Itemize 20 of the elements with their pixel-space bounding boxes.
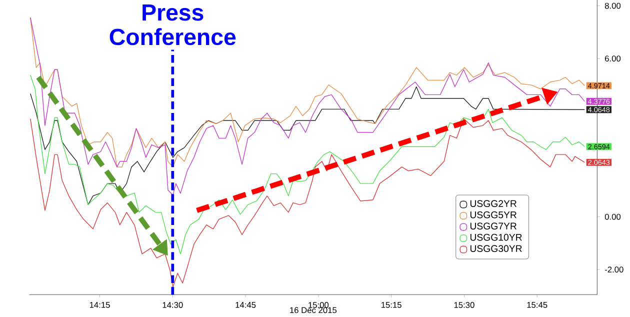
legend-label: USGG5YR: [470, 211, 516, 218]
line-series: [30, 86, 585, 206]
legend-label: USGG7YR: [470, 222, 516, 230]
x-tick-label: 14:15: [90, 302, 110, 308]
x-tick-label: 14:30: [162, 302, 183, 308]
legend-label: USGG2YR: [470, 200, 516, 208]
legend-label: USGG10YR: [470, 234, 522, 241]
x-axis-title: 16 Dec 2015: [290, 307, 337, 314]
x-tick-label: 15:30: [454, 302, 474, 308]
legend-label: USGG30YR: [470, 245, 522, 252]
x-tick-label: 15:00: [308, 302, 329, 308]
x-tick-label: 14:45: [236, 302, 256, 308]
y-tick-label: -2.00: [604, 266, 624, 273]
y-tick-label: 8.00: [604, 2, 621, 9]
y-tick-label: 0.00: [604, 214, 621, 220]
x-tick-label: 15:15: [381, 302, 402, 308]
line-series: [30, 118, 585, 288]
y-tick-label: 6.00: [605, 56, 621, 62]
ref-line-label: Press Conference: [110, 4, 236, 46]
x-tick-label: 15:45: [527, 302, 548, 308]
